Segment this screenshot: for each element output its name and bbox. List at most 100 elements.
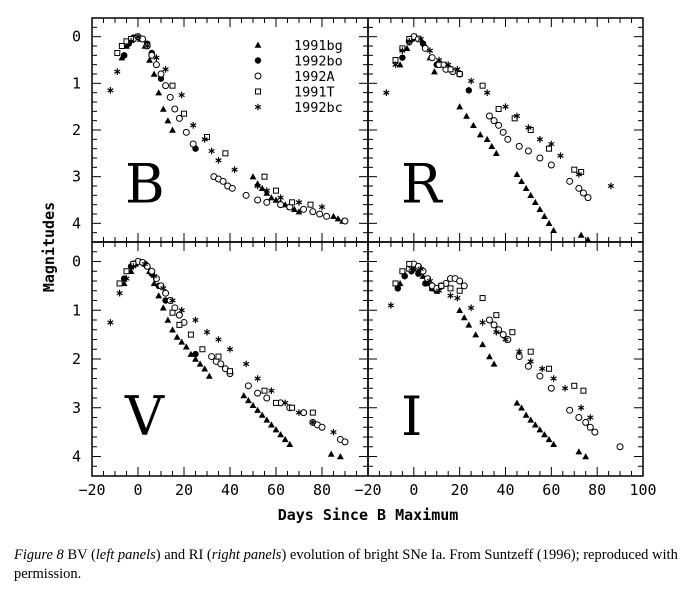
point-b-1992a [242,191,250,199]
point-v-1992bc [123,275,130,282]
legend-marker-1991bg [254,41,262,48]
point-r-1991t [546,145,553,152]
point-b-1991t [114,50,121,56]
point-r-1992bc [502,103,509,110]
point-r-1992a [547,161,555,169]
x-tick-label: −20 [354,481,381,499]
point-b-1992a [254,196,262,204]
point-b-1992bc [107,87,114,94]
point-r-1992a [575,184,583,192]
point-i-1991bg [582,453,590,460]
point-i-1992bc [435,287,443,295]
point-b-1992a [189,140,197,148]
point-i-1992a [547,384,555,392]
point-r-1992bo [465,87,473,94]
point-v-1992a [263,394,271,402]
point-b-1991bg [334,215,342,222]
legend-label-1991t: 1991T [294,85,335,101]
point-b-1992bc [208,147,215,155]
point-r-1992bc [484,89,491,96]
point-v-1991bg [281,436,289,443]
point-r-1991bg [550,226,558,234]
point-r-1992a [421,44,429,52]
point-v-1992bc [141,260,149,268]
point-i-1991bg [479,340,486,348]
point-b-1992a [182,128,190,136]
point-r-1992a [515,142,523,150]
point-r-1992bc [536,136,544,143]
legend-label-1992bo: 1992bo [294,54,343,70]
point-r-1991bg [463,112,470,119]
point-v-1991t [215,353,222,360]
point-i-1992bc [587,414,594,421]
point-r-1991bg [536,205,544,213]
y-tick-label: 0 [72,253,81,271]
legend-marker-1991t [255,88,261,95]
point-v-1991t [289,404,296,411]
point-b-1992bc [277,194,284,201]
figure-caption: Figure 8 BV (left panels) and RI (right … [14,546,690,584]
point-v-1991bg [258,411,266,418]
y-tick-label: 1 [72,301,81,319]
point-b-1991bg [150,70,158,77]
point-v-1992a [217,360,225,368]
point-i-1992bc [577,404,585,412]
point-v-1991bg [205,372,213,379]
point-v-1992bc [254,375,261,382]
point-v-1991bg [169,326,176,333]
point-b-1991t [273,187,279,194]
point-i-1992bc [426,277,434,285]
point-v-1991bg [173,333,181,340]
point-b-1992bc [231,166,238,173]
point-r-1992a [499,128,507,136]
point-i-1992a [490,321,498,329]
point-r-1992bc [383,89,390,96]
band-label-v: V [124,385,165,448]
x-tick-label: 100 [629,481,656,499]
point-b-1992a [323,212,331,220]
point-v-1991bg [178,338,186,345]
point-b-1991bg [291,205,298,213]
point-r-1992a [504,135,512,143]
caption-text-1: BV ( [63,547,96,563]
point-r-1992a [485,112,493,120]
point-b-1992bc [263,187,270,194]
point-v-1991bg [155,292,163,299]
point-b-1991t [181,110,187,117]
x-axis-title: Days Since B Maximum [278,506,459,524]
point-v-1992bc [160,285,167,292]
x-tick-label: 80 [313,481,331,499]
point-v-1992a [341,438,349,446]
x-tick-label: 40 [221,481,239,499]
point-i-1992bc [387,302,395,309]
point-r-1991bg [431,68,438,75]
point-r-1992a [524,147,532,155]
point-b-1992a [148,51,156,59]
point-r-1991t [456,71,463,77]
y-tick-label: 3 [72,399,81,417]
x-tick-label: 80 [588,481,606,499]
point-v-1992bc [268,387,275,394]
point-i-1992a [566,406,574,414]
point-r-1992bc [399,47,406,54]
point-i-1992a [456,277,464,285]
point-v-1992a [244,382,252,390]
point-b-1992bc [178,91,185,99]
point-i-1992a [591,428,599,436]
point-r-1992a [428,54,436,62]
point-i-1992bc [447,292,454,299]
point-b-1992bc [121,52,128,59]
point-r-1992bc [445,61,452,68]
point-r-1991bg [577,231,585,238]
point-r-1992bc [426,47,434,54]
legend-marker-1992a [254,72,262,80]
point-r-1992bc [467,77,475,85]
point-i-1991bg [460,314,468,321]
point-b-1992a [300,205,308,213]
point-v-1991bg [254,406,261,413]
point-b-1991bg [169,126,176,133]
point-r-1992bc [557,152,564,159]
legend-label-1991bg: 1991bg [294,38,343,54]
point-v-1991bg [272,426,280,433]
y-tick-label: 4 [72,448,81,466]
